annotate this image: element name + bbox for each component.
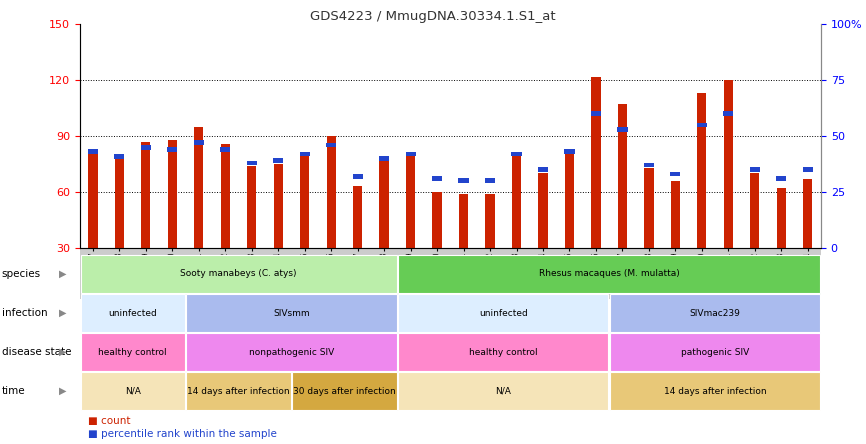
- Bar: [221, 143, 229, 248]
- Bar: [300, 152, 310, 156]
- Bar: [803, 179, 812, 248]
- Bar: [617, 127, 628, 132]
- Bar: [432, 176, 443, 181]
- Text: SIVsmm: SIVsmm: [273, 309, 310, 317]
- Bar: [644, 168, 654, 248]
- Bar: [565, 149, 574, 154]
- Bar: [273, 159, 283, 163]
- Bar: [432, 192, 442, 248]
- Bar: [115, 159, 124, 248]
- Text: uninfected: uninfected: [479, 309, 527, 317]
- Text: time: time: [2, 386, 25, 396]
- Bar: [379, 156, 389, 161]
- Bar: [485, 178, 495, 183]
- Bar: [750, 173, 759, 248]
- Bar: [141, 145, 151, 150]
- Text: SIVmac239: SIVmac239: [689, 309, 740, 317]
- Bar: [326, 136, 336, 248]
- Bar: [565, 151, 574, 248]
- Bar: [724, 80, 733, 248]
- Bar: [406, 155, 415, 248]
- Text: 14 days after infection: 14 days after infection: [663, 387, 766, 396]
- Bar: [220, 147, 230, 152]
- Bar: [670, 172, 681, 176]
- Bar: [723, 111, 734, 116]
- Bar: [352, 174, 363, 178]
- Bar: [750, 167, 759, 172]
- Text: pathogenic SIV: pathogenic SIV: [681, 348, 749, 357]
- Bar: [591, 111, 601, 116]
- Text: Rhesus macaques (M. mulatta): Rhesus macaques (M. mulatta): [539, 270, 680, 278]
- Bar: [617, 104, 627, 248]
- Text: ▶: ▶: [60, 308, 67, 318]
- Text: uninfected: uninfected: [108, 309, 157, 317]
- Text: ■ percentile rank within the sample: ■ percentile rank within the sample: [88, 429, 277, 439]
- Text: disease state: disease state: [2, 347, 71, 357]
- Bar: [114, 154, 125, 159]
- Bar: [486, 194, 494, 248]
- Bar: [512, 155, 521, 248]
- Text: ▶: ▶: [60, 347, 67, 357]
- Text: 14 days after infection: 14 days after infection: [187, 387, 290, 396]
- Text: 30 days after infection: 30 days after infection: [293, 387, 396, 396]
- Text: GDS4223 / MmugDNA.30334.1.S1_at: GDS4223 / MmugDNA.30334.1.S1_at: [310, 10, 556, 23]
- Bar: [697, 93, 707, 248]
- Bar: [353, 186, 362, 248]
- Text: nonpathogenic SIV: nonpathogenic SIV: [249, 348, 334, 357]
- Bar: [194, 127, 204, 248]
- Bar: [697, 123, 707, 127]
- Bar: [168, 140, 177, 248]
- Bar: [247, 161, 257, 165]
- Bar: [326, 143, 336, 147]
- Bar: [671, 181, 680, 248]
- Bar: [167, 147, 178, 152]
- Bar: [88, 151, 98, 248]
- Bar: [776, 176, 786, 181]
- Bar: [274, 164, 283, 248]
- Bar: [643, 163, 654, 167]
- Bar: [194, 140, 204, 145]
- Text: N/A: N/A: [495, 387, 511, 396]
- Bar: [803, 167, 813, 172]
- Bar: [539, 173, 547, 248]
- Text: Sooty manabeys (C. atys): Sooty manabeys (C. atys): [180, 270, 297, 278]
- Text: ■ count: ■ count: [88, 416, 131, 426]
- Text: infection: infection: [2, 308, 48, 318]
- Text: healthy control: healthy control: [469, 348, 538, 357]
- Bar: [591, 76, 600, 248]
- Bar: [301, 155, 309, 248]
- Bar: [405, 152, 416, 156]
- Text: ▶: ▶: [60, 269, 67, 279]
- Text: healthy control: healthy control: [99, 348, 167, 357]
- Bar: [247, 166, 256, 248]
- Bar: [141, 142, 151, 248]
- Bar: [458, 178, 469, 183]
- Bar: [512, 152, 521, 156]
- Text: N/A: N/A: [125, 387, 140, 396]
- Text: ▶: ▶: [60, 386, 67, 396]
- Bar: [87, 149, 98, 154]
- Bar: [777, 188, 785, 248]
- Bar: [379, 159, 389, 248]
- Text: species: species: [2, 269, 41, 279]
- Bar: [538, 167, 548, 172]
- Bar: [459, 194, 469, 248]
